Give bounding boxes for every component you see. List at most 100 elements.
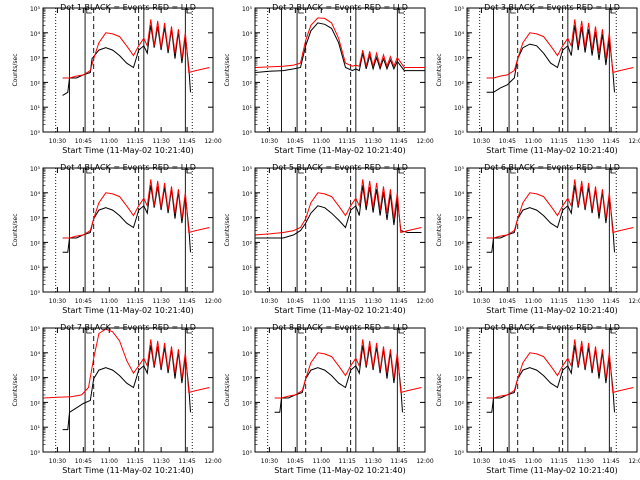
plot-frame bbox=[254, 327, 426, 453]
state-flag bbox=[510, 168, 516, 174]
x-tick-label: 11:30 bbox=[364, 138, 381, 145]
x-tick-label: 10:45 bbox=[499, 298, 516, 305]
panel-1: 10⁰ 10¹ 10² 10³ 10⁴ 10⁵ 10:30 10:45 11:00 11:15 11… bbox=[12, 3, 222, 155]
y-tick-label: 10³ bbox=[454, 216, 465, 223]
series-line-events bbox=[62, 25, 191, 96]
y-tick-label: 10² bbox=[30, 400, 41, 407]
x-axis-label: Start Time (11-May-02 10:21:40) bbox=[486, 306, 617, 315]
x-axis-label: Start Time (11-May-02 10:21:40) bbox=[486, 146, 617, 155]
x-tick-label: 11:00 bbox=[313, 138, 330, 145]
x-tick-label: 11:00 bbox=[313, 298, 330, 305]
x-tick-label: 10:30 bbox=[49, 298, 66, 305]
series-line-lld bbox=[255, 17, 425, 69]
y-tick-label: 10² bbox=[454, 240, 465, 247]
y-axis-label: Counts/sec bbox=[224, 53, 231, 86]
panel-title: Det 4 BLACK = Events RED = LLD bbox=[60, 163, 196, 172]
x-axis-label: Start Time (11-May-02 10:21:40) bbox=[274, 306, 405, 315]
series-line-events bbox=[486, 25, 615, 93]
y-axis-label: Counts/sec bbox=[436, 373, 443, 406]
y-tick-label: 10⁴ bbox=[30, 191, 41, 198]
y-tick-label: 10⁴ bbox=[242, 31, 253, 38]
x-tick-label: 11:15 bbox=[551, 458, 568, 465]
x-tick-label: 10:45 bbox=[287, 298, 304, 305]
panel-title: Det 6 BLACK = Events RED = LLD bbox=[484, 163, 620, 172]
x-tick-label: 11:15 bbox=[127, 458, 144, 465]
y-tick-label: 10³ bbox=[30, 376, 41, 383]
state-flag bbox=[298, 8, 304, 14]
y-tick-label: 10⁴ bbox=[454, 351, 465, 358]
y-axis-label: Counts/sec bbox=[12, 213, 19, 246]
y-tick-label: 10² bbox=[454, 400, 465, 407]
y-tick-label: 10⁴ bbox=[30, 351, 41, 358]
plot-frame bbox=[466, 167, 638, 293]
x-tick-label: 11:45 bbox=[178, 138, 195, 145]
y-axis-label: Counts/sec bbox=[224, 213, 231, 246]
y-tick-label: 10³ bbox=[242, 376, 253, 383]
y-tick-label: 10¹ bbox=[454, 265, 465, 272]
y-tick-label: 10⁵ bbox=[454, 326, 465, 333]
y-tick-label: 10¹ bbox=[242, 425, 253, 432]
y-tick-label: 10⁵ bbox=[30, 326, 41, 333]
y-tick-label: 10⁵ bbox=[242, 6, 253, 13]
y-tick-label: 10³ bbox=[454, 56, 465, 63]
x-tick-label: 11:45 bbox=[602, 138, 619, 145]
panel-2: 10⁰ 10¹ 10² 10³ 10⁴ 10⁵ 10:30 10:45 11:00 11:15 11… bbox=[224, 3, 434, 155]
panel-4: 10⁰ 10¹ 10² 10³ 10⁴ 10⁵ 10:30 10:45 11:00 11:15 11… bbox=[12, 163, 222, 315]
x-tick-label: 11:45 bbox=[390, 298, 407, 305]
series-line-lld bbox=[486, 19, 634, 79]
y-tick-label: 10⁰ bbox=[30, 130, 41, 137]
panel-title: Det 8 BLACK = Events RED = LLD bbox=[272, 323, 408, 332]
y-tick-label: 10⁰ bbox=[30, 290, 41, 297]
panel-3: 10⁰ 10¹ 10² 10³ 10⁴ 10⁵ 10:30 10:45 11:00 11:15 11… bbox=[436, 3, 640, 155]
y-axis-label: Counts/sec bbox=[12, 53, 19, 86]
x-tick-label: 10:30 bbox=[49, 458, 66, 465]
panel-title: Det 2 BLACK = Events RED = LLD bbox=[272, 3, 408, 12]
y-tick-label: 10² bbox=[30, 80, 41, 87]
y-tick-label: 10⁴ bbox=[242, 191, 253, 198]
y-tick-label: 10¹ bbox=[454, 105, 465, 112]
x-tick-label: 10:45 bbox=[75, 298, 92, 305]
panel-title: Det 7 BLACK = Events RED = LLD bbox=[60, 323, 196, 332]
x-tick-label: 11:30 bbox=[364, 298, 381, 305]
series-line-lld bbox=[62, 19, 210, 79]
y-tick-label: 10² bbox=[242, 80, 253, 87]
x-axis-label: Start Time (11-May-02 10:21:40) bbox=[486, 466, 617, 475]
plot-frame bbox=[42, 7, 214, 133]
y-tick-label: 10¹ bbox=[454, 425, 465, 432]
x-tick-label: 11:30 bbox=[576, 138, 593, 145]
y-tick-label: 10⁴ bbox=[454, 31, 465, 38]
x-tick-label: 11:30 bbox=[364, 458, 381, 465]
state-flag bbox=[610, 328, 617, 334]
y-tick-label: 10⁵ bbox=[30, 166, 41, 173]
state-flag bbox=[298, 168, 304, 174]
y-tick-label: 10⁵ bbox=[454, 166, 465, 173]
x-tick-label: 11:15 bbox=[339, 138, 356, 145]
y-tick-label: 10¹ bbox=[242, 105, 253, 112]
series-line-lld bbox=[486, 179, 634, 239]
series-line-events bbox=[62, 185, 191, 253]
x-tick-label: 11:30 bbox=[152, 458, 169, 465]
x-tick-label: 10:45 bbox=[287, 458, 304, 465]
series-line-events bbox=[486, 345, 615, 413]
series-line-events bbox=[255, 185, 422, 239]
x-tick-label: 11:00 bbox=[101, 458, 118, 465]
y-tick-label: 10¹ bbox=[30, 265, 41, 272]
plot-frame bbox=[42, 327, 214, 453]
panel-7: 10⁰ 10¹ 10² 10³ 10⁴ 10⁵ 10:30 10:45 11:00 11:15 11… bbox=[12, 323, 222, 475]
plot-frame bbox=[466, 7, 638, 133]
x-tick-label: 11:30 bbox=[576, 458, 593, 465]
series-line-events bbox=[62, 345, 191, 431]
plot-frame bbox=[42, 167, 214, 293]
x-tick-label: 12:00 bbox=[628, 458, 640, 465]
state-flag bbox=[298, 328, 304, 334]
series-line-events bbox=[274, 345, 403, 413]
y-tick-label: 10⁰ bbox=[242, 130, 253, 137]
state-flag bbox=[86, 168, 92, 174]
x-tick-label: 10:30 bbox=[49, 138, 66, 145]
state-flag bbox=[186, 8, 193, 14]
x-tick-label: 11:30 bbox=[152, 138, 169, 145]
x-tick-label: 11:00 bbox=[525, 458, 542, 465]
x-tick-label: 11:00 bbox=[525, 138, 542, 145]
y-tick-label: 10³ bbox=[30, 216, 41, 223]
panel-8: 10⁰ 10¹ 10² 10³ 10⁴ 10⁵ 10:30 10:45 11:00 11:15 11… bbox=[224, 323, 434, 475]
